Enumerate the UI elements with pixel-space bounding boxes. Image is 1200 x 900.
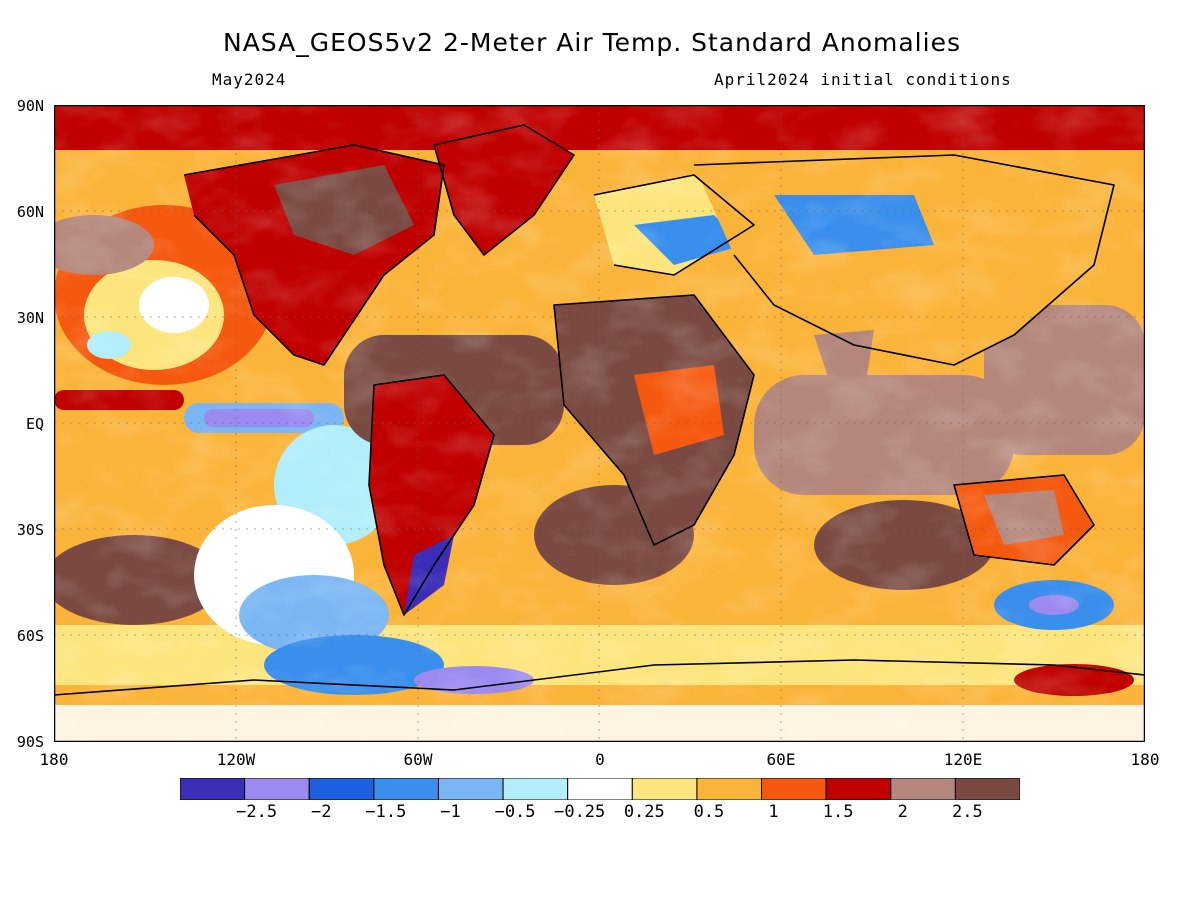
lon-label-120w: 120W xyxy=(216,750,256,769)
legend-swatch-0 xyxy=(180,778,246,800)
legend-swatch-12 xyxy=(954,778,1020,800)
lat-label-30s: 30S xyxy=(16,521,44,539)
coastlines xyxy=(54,124,1145,696)
lat-label-30n: 30N xyxy=(16,309,44,327)
legend-label-6: 0.25 xyxy=(623,802,665,822)
legend-label-1: −2 xyxy=(310,802,332,822)
legend-label-10: 2 xyxy=(897,802,908,822)
legend-swatch-4 xyxy=(437,778,504,800)
legend-swatch-1 xyxy=(244,778,310,800)
legend-swatch-2 xyxy=(308,778,375,800)
initial-conditions: April2024 initial conditions xyxy=(714,70,1012,89)
legend-label-0: −2.5 xyxy=(236,802,278,822)
graticule xyxy=(54,105,1145,742)
lat-label-90s: 90S xyxy=(16,733,44,751)
legend-swatch-5 xyxy=(502,778,569,800)
anomaly-map xyxy=(54,105,1145,742)
texture-overlay xyxy=(54,105,1145,742)
lat-label-90n: 90N xyxy=(16,97,44,115)
lon-label-180w: 180 xyxy=(39,750,69,769)
map-frame xyxy=(54,105,1145,742)
legend-swatch-3 xyxy=(373,778,439,800)
legend-swatch-8 xyxy=(696,778,763,800)
legend-label-3: −1 xyxy=(440,802,461,822)
legend-label-7: 0.5 xyxy=(693,802,725,822)
legend-label-9: 1.5 xyxy=(822,802,854,822)
lon-label-0: 0 xyxy=(595,750,605,769)
lon-label-120e: 120E xyxy=(943,750,983,769)
lat-label-60s: 60S xyxy=(16,627,44,645)
legend-label-2: −1.5 xyxy=(365,802,407,822)
lon-label-60e: 60E xyxy=(766,750,796,769)
lat-label-60n: 60N xyxy=(16,203,44,221)
forecast-month: May2024 xyxy=(212,70,287,89)
legend-swatch-11 xyxy=(890,778,956,800)
legend-swatch-7 xyxy=(631,778,698,800)
legend-label-8: 1 xyxy=(768,802,779,822)
color-legend xyxy=(180,778,1020,800)
legend-swatch-6 xyxy=(567,778,633,800)
map-title: NASA_GEOS5v2 2-Meter Air Temp. Standard … xyxy=(223,28,961,57)
lon-label-180e: 180 xyxy=(1130,750,1160,769)
legend-swatch-10 xyxy=(825,778,892,800)
legend-swatch-9 xyxy=(761,778,827,800)
legend-label-4: −0.5 xyxy=(494,802,536,822)
legend-label-11: 2.5 xyxy=(952,802,983,822)
legend-label-5: −0.25 xyxy=(554,802,606,822)
lon-label-60w: 60W xyxy=(403,750,433,769)
lat-label-eq: EQ xyxy=(25,415,44,433)
